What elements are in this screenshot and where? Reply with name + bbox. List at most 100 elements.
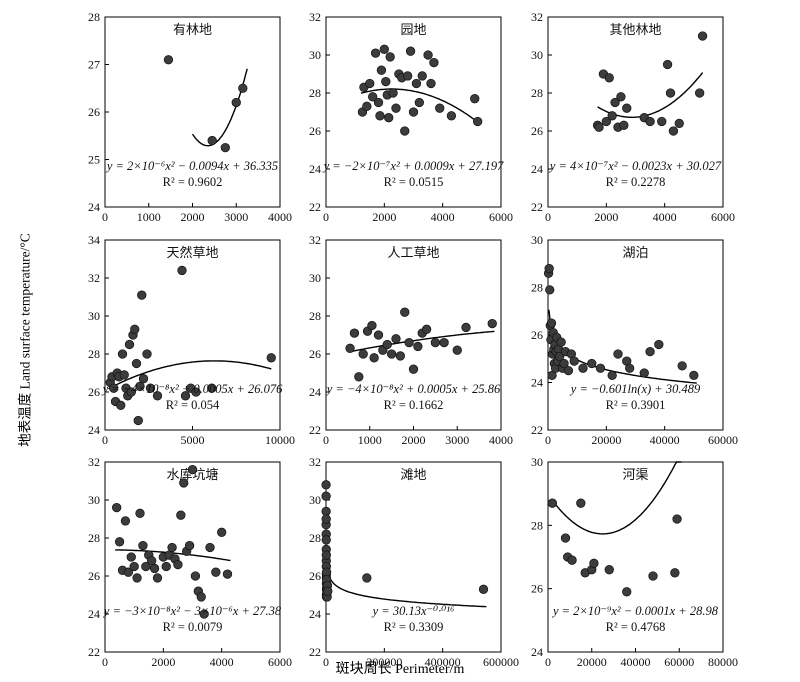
x-tick-label: 5000 bbox=[181, 433, 205, 447]
r-squared: R² = 0.3901 bbox=[606, 398, 666, 412]
data-point bbox=[131, 358, 142, 369]
data-point bbox=[138, 540, 148, 551]
data-point bbox=[114, 537, 125, 547]
fit-curve bbox=[360, 88, 479, 123]
x-tick-label: 20000 bbox=[591, 433, 621, 447]
x-tick-label: 0 bbox=[545, 655, 551, 669]
x-tick-label: 60000 bbox=[664, 655, 694, 669]
plot-frame bbox=[325, 16, 502, 208]
data-point bbox=[379, 44, 389, 54]
y-tick-label: 26 bbox=[88, 105, 100, 119]
data-point bbox=[323, 586, 333, 596]
data-point bbox=[135, 508, 145, 518]
y-tick-label: 24 bbox=[88, 423, 100, 437]
y-tick-label: 28 bbox=[531, 86, 543, 100]
r-squared: R² = 0.0079 bbox=[163, 620, 223, 634]
data-point bbox=[373, 330, 384, 340]
data-point bbox=[430, 337, 441, 348]
x-tick-label: 0 bbox=[545, 433, 551, 447]
panel-title: 人工草地 bbox=[387, 245, 439, 260]
data-point bbox=[645, 346, 655, 357]
x-tick-label: 1000 bbox=[137, 210, 161, 224]
data-point bbox=[184, 540, 195, 551]
x-tick-label: 2000 bbox=[594, 210, 618, 224]
y-tick-label: 25 bbox=[88, 153, 100, 167]
x-tick-label: 80000 bbox=[708, 655, 738, 669]
data-point bbox=[238, 83, 248, 93]
fit-curve bbox=[108, 360, 272, 390]
panel-3: 0 2000 4000 6000 22 24 26 28 30 32 其他林地 y = 4×10⁻⁷x… bbox=[531, 10, 735, 224]
y-tick-label: 34 bbox=[88, 233, 100, 247]
y-tick-label: 32 bbox=[309, 10, 321, 24]
r-squared: R² = 0.3309 bbox=[384, 620, 444, 634]
data-point bbox=[668, 126, 679, 136]
data-point bbox=[622, 103, 632, 113]
y-tick-label: 24 bbox=[309, 385, 321, 399]
data-point bbox=[670, 568, 680, 578]
data-point bbox=[173, 559, 183, 570]
plot-frame bbox=[547, 16, 724, 208]
data-point bbox=[461, 322, 471, 333]
data-point bbox=[423, 50, 433, 60]
x-tick-label: 400000 bbox=[425, 655, 461, 669]
data-point bbox=[207, 383, 217, 393]
data-point bbox=[648, 571, 658, 581]
r-squared: R² = 0.2278 bbox=[606, 175, 666, 189]
data-point bbox=[126, 387, 136, 397]
panel-title: 园地 bbox=[400, 22, 426, 37]
data-point bbox=[116, 400, 126, 410]
panel-title: 湖泊 bbox=[622, 245, 648, 260]
data-point bbox=[375, 111, 385, 121]
x-axis-label: 斑块周长 Perimeter/m bbox=[335, 662, 465, 677]
fit-curve bbox=[191, 68, 248, 147]
y-tick-label: 28 bbox=[309, 531, 321, 545]
data-point bbox=[576, 498, 586, 508]
data-point bbox=[654, 339, 664, 350]
data-point bbox=[349, 328, 360, 338]
data-point bbox=[446, 111, 457, 121]
data-point bbox=[607, 370, 617, 381]
y-tick-label: 30 bbox=[531, 455, 543, 469]
panel-title: 其他林地 bbox=[609, 22, 661, 37]
data-point bbox=[411, 78, 422, 89]
x-tick-label: 0 bbox=[323, 210, 329, 224]
data-point bbox=[672, 514, 682, 524]
y-tick-label: 32 bbox=[88, 271, 100, 285]
x-tick-label: 2000 bbox=[181, 210, 205, 224]
data-point bbox=[135, 381, 145, 391]
y-tick-label: 24 bbox=[309, 607, 321, 621]
data-point bbox=[180, 391, 191, 401]
y-tick-label: 32 bbox=[309, 233, 321, 247]
data-point bbox=[429, 57, 439, 68]
y-tick-label: 30 bbox=[88, 309, 100, 323]
x-tick-label: 6000 bbox=[268, 655, 292, 669]
data-point bbox=[452, 345, 462, 355]
data-point bbox=[697, 31, 708, 41]
data-point bbox=[191, 387, 201, 397]
x-tick-label: 4000 bbox=[431, 210, 455, 224]
y-tick-label: 28 bbox=[88, 347, 100, 361]
data-point bbox=[556, 337, 566, 347]
data-point bbox=[386, 349, 397, 359]
data-point bbox=[395, 351, 406, 361]
panel-title: 有林地 bbox=[173, 22, 212, 37]
r-squared: R² = 0.0515 bbox=[384, 175, 444, 189]
data-point bbox=[382, 339, 392, 350]
y-tick-label: 32 bbox=[309, 455, 321, 469]
data-point bbox=[545, 285, 555, 295]
data-point bbox=[370, 48, 381, 58]
data-point bbox=[179, 478, 189, 488]
panel-7: 0 2000 4000 6000 22 24 26 28 30 32 水库坑塘 y = −3×10⁻⁸… bbox=[88, 455, 292, 669]
y-tick-label: 26 bbox=[88, 385, 100, 399]
data-point bbox=[547, 498, 558, 508]
y-axis-label: 地表温度 Land surface temperature/°C bbox=[14, 80, 34, 600]
data-point bbox=[199, 609, 209, 619]
data-point bbox=[405, 46, 416, 56]
data-point bbox=[117, 349, 128, 359]
regression-equation: y = 4×10⁻⁷x² − 0.0023x + 30.027 bbox=[548, 159, 722, 173]
data-point bbox=[321, 491, 331, 501]
data-point bbox=[487, 318, 497, 329]
x-tick-label: 6000 bbox=[489, 210, 513, 224]
panel-title: 滩地 bbox=[400, 467, 426, 482]
